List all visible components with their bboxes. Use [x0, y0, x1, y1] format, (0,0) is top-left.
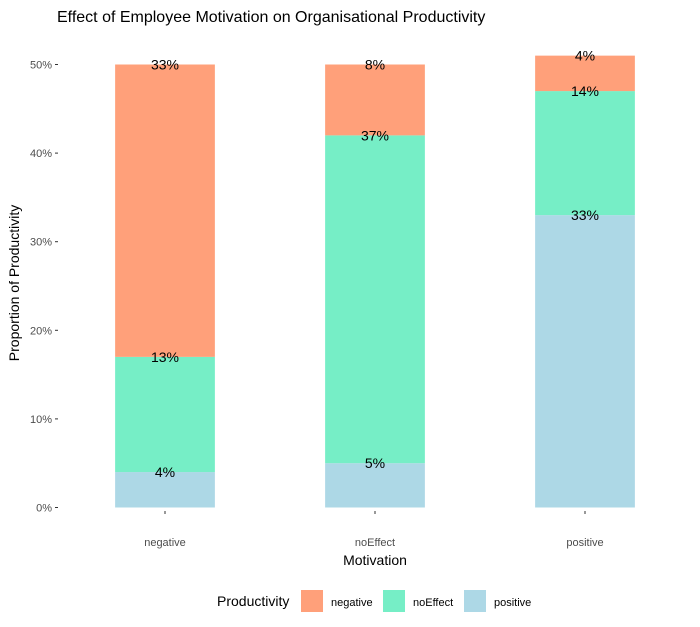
- y-axis-title: Proportion of Productivity: [6, 205, 22, 361]
- data-label: 8%: [365, 57, 385, 73]
- data-label: 4%: [575, 48, 595, 64]
- y-tick-label: 40%: [30, 148, 52, 160]
- legend-title: Productivity: [217, 593, 289, 609]
- chart-title: Effect of Employee Motivation on Organis…: [57, 9, 485, 26]
- legend-label-noEffect: noEffect: [413, 597, 453, 609]
- bar-segment-negative: [325, 64, 425, 136]
- y-axis: 0% 10% 20% 30% 40% 50%: [30, 60, 58, 515]
- x-axis-title: Motivation: [343, 552, 407, 568]
- bar-segment-noEffect: [325, 135, 425, 464]
- y-tick-label: 10%: [30, 414, 52, 426]
- data-label: 33%: [151, 57, 179, 73]
- legend-swatch-positive: [464, 590, 486, 612]
- bar-segment-positive: [535, 215, 635, 508]
- legend: Productivity negative noEffect positive: [217, 590, 531, 612]
- x-tick-label: positive: [566, 537, 603, 549]
- legend-label-negative: negative: [331, 597, 373, 609]
- plot-area: 4% 13% 33% 5% 37% 8% 33% 14% 4%: [115, 48, 635, 508]
- data-label: 13%: [151, 349, 179, 365]
- x-axis: negative noEffect positive: [144, 511, 604, 549]
- y-tick-label: 30%: [30, 237, 52, 249]
- legend-swatch-negative: [301, 590, 323, 612]
- x-tick-label: noEffect: [355, 537, 395, 549]
- data-label: 5%: [365, 455, 385, 471]
- bar-segment-positive: [325, 463, 425, 508]
- data-label: 37%: [361, 127, 389, 143]
- bar-segment-negative: [535, 55, 635, 92]
- y-tick-label: 0%: [36, 503, 52, 515]
- y-tick-label: 50%: [30, 60, 52, 72]
- data-label: 14%: [571, 83, 599, 99]
- legend-swatch-noEffect: [383, 590, 405, 612]
- bar-segment-noEffect: [115, 356, 215, 473]
- bar-segment-negative: [115, 64, 215, 357]
- bar-segment-noEffect: [535, 91, 635, 216]
- bar-segment-positive: [115, 472, 215, 508]
- legend-label-positive: positive: [494, 597, 531, 609]
- y-tick-label: 20%: [30, 325, 52, 337]
- x-tick-label: negative: [144, 537, 186, 549]
- data-label: 33%: [571, 207, 599, 223]
- data-label: 4%: [155, 464, 175, 480]
